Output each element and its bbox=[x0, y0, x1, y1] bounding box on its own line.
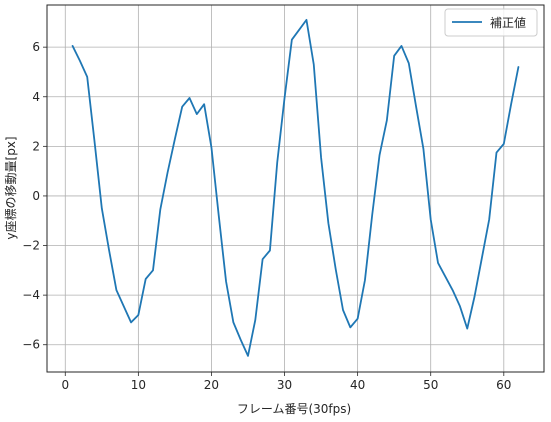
x-tick-label: 40 bbox=[350, 378, 365, 392]
y-tick-label: −6 bbox=[22, 338, 40, 352]
grid-lines bbox=[47, 5, 544, 372]
y-tick-label: 6 bbox=[32, 40, 40, 54]
x-tick-label: 60 bbox=[496, 378, 511, 392]
series-layer bbox=[71, 18, 520, 357]
legend: 補正値 bbox=[444, 8, 538, 37]
plot-frame bbox=[46, 4, 545, 373]
x-tick-label: 20 bbox=[204, 378, 219, 392]
legend-label: 補正値 bbox=[490, 15, 526, 30]
y-tick-label: 4 bbox=[32, 90, 40, 104]
x-axis-label: フレーム番号(30fps) bbox=[237, 402, 351, 416]
x-tick-label: 10 bbox=[131, 378, 146, 392]
y-tick-label: −4 bbox=[22, 288, 40, 302]
series-line bbox=[71, 18, 520, 357]
y-axis-label: y座標の移動量[px] bbox=[3, 136, 18, 239]
x-tick-label: 30 bbox=[277, 378, 292, 392]
y-tick-label: −2 bbox=[22, 239, 40, 253]
x-tick-label: 50 bbox=[423, 378, 438, 392]
axis-ticks: 0 10 20 30 40 50 60 −6 −4 −2 0 2 4 6 bbox=[22, 40, 511, 392]
y-tick-label: 0 bbox=[32, 189, 40, 203]
x-tick-label: 0 bbox=[61, 378, 69, 392]
y-tick-label: 2 bbox=[32, 139, 40, 153]
legend-box bbox=[444, 8, 538, 37]
